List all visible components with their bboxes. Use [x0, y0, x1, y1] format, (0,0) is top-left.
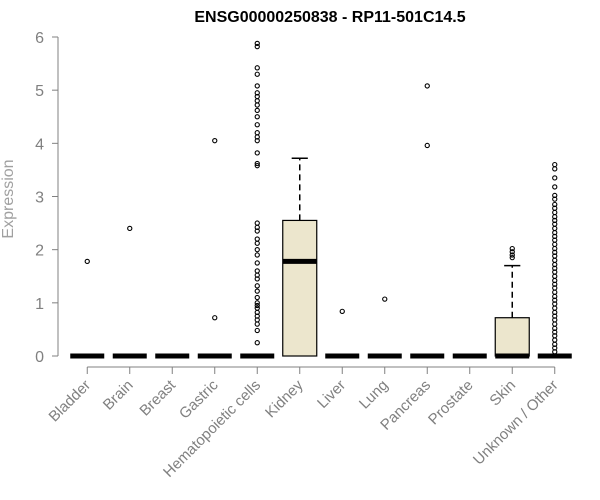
outlier-point	[254, 43, 260, 50]
x-tick-label: Bladder	[45, 377, 94, 426]
outlier-point	[509, 252, 515, 258]
chart-title: ENSG00000250838 - RP11-501C14.5	[194, 9, 465, 26]
outlier-point	[424, 83, 430, 89]
outlier-point	[509, 245, 515, 252]
outlier-point	[254, 98, 260, 104]
x-tick-label: Breast	[136, 376, 179, 419]
box-7	[325, 308, 360, 359]
outlier-point	[552, 349, 558, 355]
x-tick-label: Liver	[314, 377, 349, 412]
outlier-point	[552, 184, 558, 190]
outlier-point	[254, 327, 260, 334]
box-8	[367, 296, 402, 359]
outlier-point	[254, 268, 260, 274]
box-4	[197, 138, 232, 359]
y-tick-label: 2	[35, 243, 44, 260]
x-tick-label: Brain	[100, 377, 137, 414]
box-1	[70, 258, 105, 359]
box-11	[494, 245, 530, 359]
x-tick-label: Lung	[356, 377, 392, 413]
outlier-point	[552, 209, 558, 216]
outlier-point	[552, 305, 558, 311]
outlier-point	[509, 249, 515, 255]
x-tick-label: Kidney	[262, 376, 307, 421]
outlier-point	[84, 258, 90, 265]
outlier-point	[254, 122, 260, 128]
axes: 0 1 2 3 4 5 6	[35, 30, 556, 374]
outlier-point	[552, 257, 558, 263]
outlier-point	[212, 315, 218, 321]
outlier-point	[254, 83, 260, 89]
x-tick-label: Skin	[486, 377, 519, 410]
outlier-point	[254, 65, 260, 71]
y-tick-label: 5	[35, 83, 44, 100]
outlier-point	[254, 163, 260, 169]
iqr-box	[282, 219, 318, 357]
outlier-point	[254, 160, 260, 167]
box-6	[282, 157, 318, 357]
outlier-point	[254, 102, 260, 108]
outlier-point	[254, 247, 260, 253]
box-2	[112, 225, 147, 359]
outlier-point	[552, 337, 558, 343]
y-axis-label: Expression	[0, 159, 17, 238]
outlier-point	[254, 107, 260, 114]
outlier-point	[424, 142, 430, 149]
boxes	[70, 40, 572, 359]
outlier-point	[552, 273, 558, 279]
box-9	[410, 83, 445, 359]
outlier-point	[552, 241, 558, 247]
outlier-point	[254, 228, 260, 234]
outlier-point	[254, 321, 260, 327]
outlier-point	[254, 294, 260, 301]
y-tick-label: 1	[35, 296, 44, 313]
outlier-point	[552, 166, 558, 172]
outlier-point	[254, 276, 260, 282]
y-tick-label: 0	[35, 349, 44, 366]
outlier-point	[254, 283, 260, 289]
outlier-point	[339, 308, 345, 314]
outlier-point	[254, 305, 260, 311]
outlier-point	[254, 130, 260, 136]
outlier-point	[552, 161, 558, 168]
outlier-point	[254, 220, 260, 226]
outlier-point	[254, 302, 260, 309]
y-tick-label: 6	[35, 30, 44, 47]
outlier-point	[254, 138, 260, 144]
outlier-point	[254, 236, 260, 242]
outlier-point	[552, 196, 558, 202]
outlier-point	[254, 252, 260, 258]
y-tick-label: 4	[35, 136, 44, 153]
box-5	[240, 40, 275, 359]
outlier-point	[254, 40, 260, 47]
outlier-point	[509, 254, 515, 261]
outlier-point	[382, 296, 388, 302]
outlier-point	[254, 71, 260, 77]
outlier-point	[127, 225, 133, 232]
outlier-point	[552, 321, 558, 327]
outlier-point	[552, 225, 558, 232]
x-tick-label: Prostate	[425, 377, 477, 429]
outlier-point	[212, 138, 218, 144]
iqr-box	[494, 317, 530, 357]
outlier-point	[254, 260, 260, 266]
outlier-point	[254, 340, 260, 346]
outlier-point	[552, 175, 558, 181]
outlier-point	[254, 288, 260, 294]
y-tick-label: 3	[35, 190, 44, 207]
outlier-point	[254, 300, 260, 306]
outlier-point	[552, 289, 558, 295]
box-12	[537, 161, 572, 359]
outlier-point	[254, 240, 260, 246]
outlier-point	[254, 114, 260, 120]
outlier-point	[254, 150, 260, 156]
